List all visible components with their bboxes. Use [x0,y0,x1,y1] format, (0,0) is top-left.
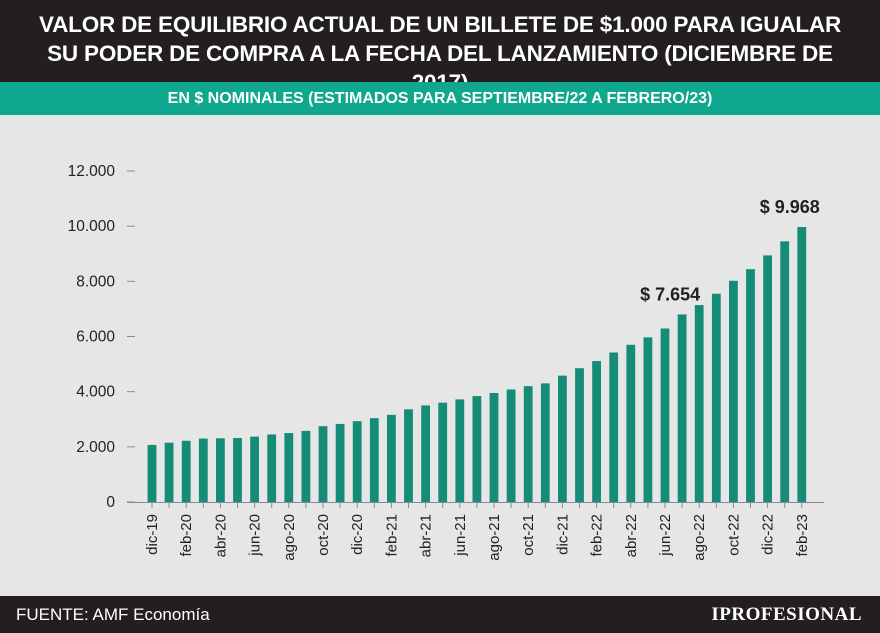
bar [489,393,499,502]
x-tick-label: dic-22 [760,514,777,555]
bar [592,361,601,502]
data-annotation: $ 9.968 [760,197,820,217]
bar [198,438,208,502]
x-tick-label: jun-20 [247,514,264,557]
x-tick-label: abr-20 [212,514,229,557]
x-tick-label: abr-22 [623,514,640,557]
x-tick-label: dic-21 [554,514,571,555]
bar [387,414,396,502]
bar [797,227,807,503]
bar [729,280,738,502]
chart-subtitle: EN $ NOMINALES (ESTIMADOS PARA SEPTIEMBR… [167,90,713,107]
bar [643,337,653,502]
bar [301,430,311,502]
x-tick-label: dic-20 [349,514,366,555]
x-tick-label: oct-21 [520,514,537,556]
subtitle-bar: EN $ NOMINALES (ESTIMADOS PARA SEPTIEMBR… [0,82,880,115]
bar [216,438,225,502]
y-tick-label: 4.000 [76,384,115,401]
bar [506,389,516,502]
x-tick-label: jun-21 [452,514,469,557]
y-tick-label: 10.000 [68,218,116,235]
bar [369,418,379,502]
x-tick-label: feb-20 [178,514,195,557]
footer: FUENTE: AMF Economía IPROFESIONAL [0,596,880,633]
brand-logo: IPROFESIONAL [711,604,862,625]
x-tick-label: jun-22 [657,514,674,557]
bar [438,402,448,502]
bar [352,421,362,502]
bar [250,436,259,502]
bar [660,328,670,502]
chart-title: VALOR DE EQUILIBRIO ACTUAL DE UN BILLETE… [38,12,842,95]
bar [284,433,294,502]
y-tick-label: 2.000 [76,439,115,456]
bar [147,444,157,502]
bar [404,409,413,502]
source-note: FUENTE: AMF Economía [16,605,210,624]
x-tick-label: feb-21 [383,514,400,557]
bar [233,438,242,502]
plot-area: 0 2.000 4.000 6.000 8.000 10.000 12.000 dic-19 f… [0,115,880,596]
bar [780,241,790,502]
bar [335,423,345,502]
bar [609,352,619,502]
bar [746,269,755,502]
y-tick-label: 8.000 [76,273,115,290]
bar [626,344,636,502]
bar [318,426,328,502]
y-tick-label: 12.000 [68,163,116,180]
bar [540,383,550,502]
bar [763,255,772,502]
x-tick-label: abr-21 [418,514,435,557]
bar [523,386,533,502]
x-tick-label: ago-20 [281,514,298,561]
x-tick-label: ago-21 [486,514,503,561]
x-tick-label: oct-22 [725,514,742,556]
bar [558,375,567,502]
bar [711,293,721,502]
data-annotation: $ 7.654 [640,284,700,304]
bar [694,305,704,502]
bar [164,442,174,502]
bar [575,368,584,502]
x-tick-label: oct-20 [315,514,332,556]
bar [421,405,430,502]
bar [472,396,482,502]
x-tick-label: feb-22 [589,514,606,557]
bar [677,314,687,502]
y-tick-label: 0 [106,494,115,511]
chart-header: VALOR DE EQUILIBRIO ACTUAL DE UN BILLETE… [0,0,880,95]
bar [267,434,277,502]
bar [181,440,191,502]
x-tick-label: ago-22 [691,514,708,561]
x-tick-label: dic-19 [144,514,161,555]
bar [455,399,465,502]
bar-chart: 0 2.000 4.000 6.000 8.000 10.000 12.000 dic-19 f… [68,163,824,561]
y-tick-label: 6.000 [76,329,115,346]
x-tick-label: feb-23 [794,514,811,557]
